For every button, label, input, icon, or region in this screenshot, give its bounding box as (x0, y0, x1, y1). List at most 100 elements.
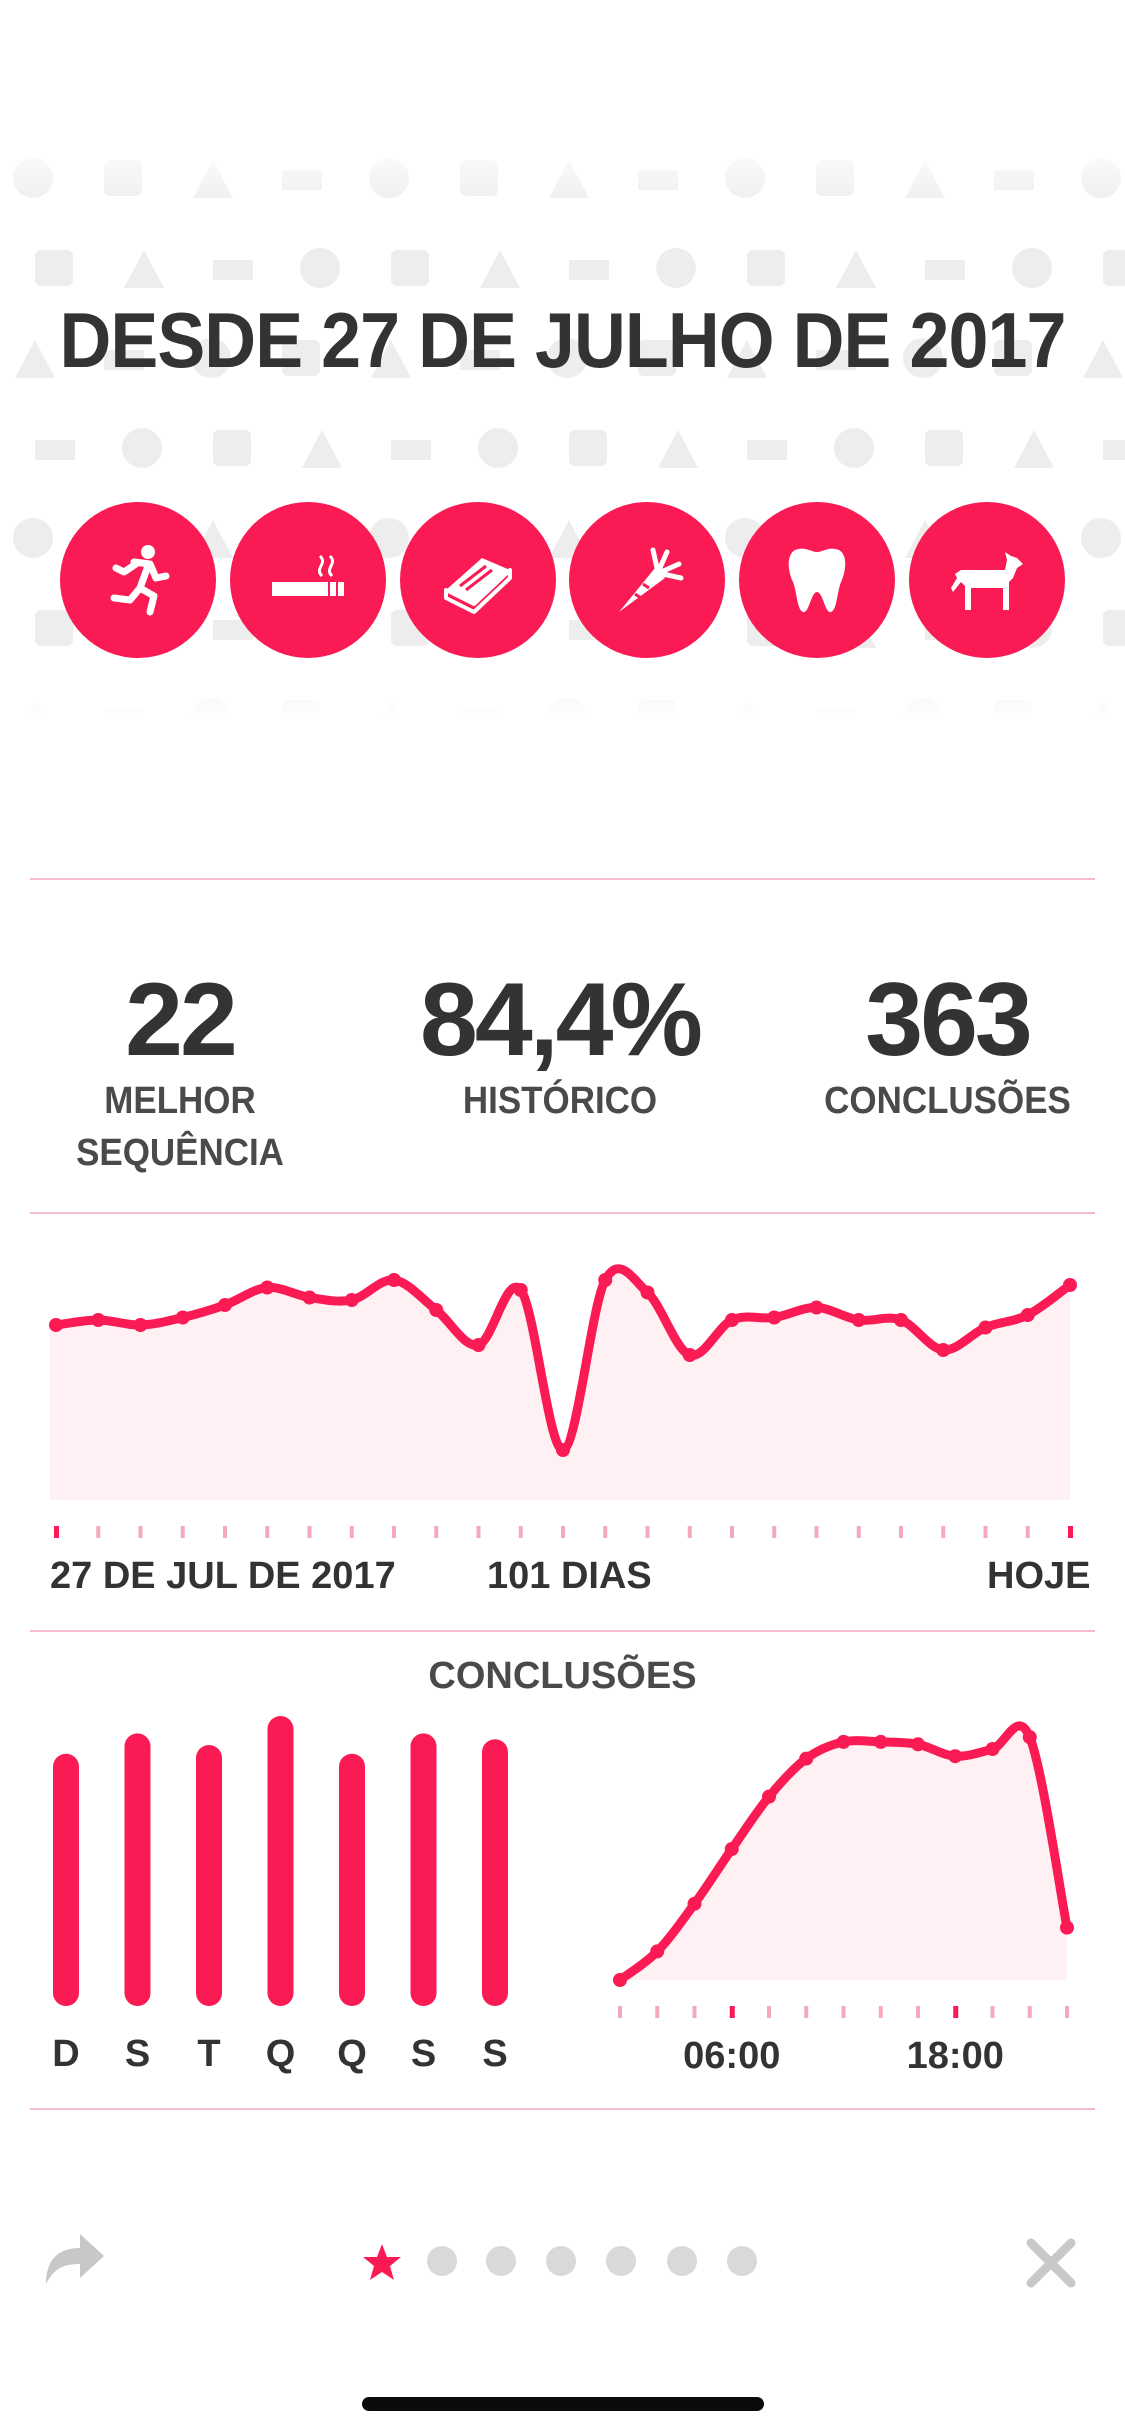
history-tick-4 (223, 1526, 227, 1538)
history-point-16 (725, 1313, 739, 1327)
history-point-23 (1020, 1308, 1035, 1322)
history-tick-13 (603, 1526, 608, 1538)
hour-point-9 (948, 1749, 963, 1764)
history-area (50, 1268, 1070, 1500)
hour-point-5 (799, 1751, 814, 1766)
history-point-11 (513, 1283, 528, 1297)
habit-running[interactable] (60, 502, 216, 658)
hour-point-4 (762, 1789, 776, 1804)
close-icon[interactable] (1025, 2237, 1077, 2289)
history-point-15 (682, 1348, 697, 1362)
weekday-bar-6 (482, 1739, 508, 2006)
history-point-8 (387, 1273, 401, 1287)
divider-stats (30, 1212, 1095, 1214)
history-label: HISTÓRICO (462, 1080, 658, 1122)
history-point-9 (429, 1303, 444, 1317)
completions-label: CONCLUSÕES (824, 1080, 1071, 1122)
stat-completions: 363 CONCLUSÕES (770, 965, 1125, 1127)
history-tick-0 (54, 1526, 59, 1538)
stats-row: 22 MELHOR SEQUÊNCIA 84,4% HISTÓRICO 363 … (30, 965, 1095, 1205)
habit-dog[interactable] (908, 502, 1065, 658)
history-point-5 (260, 1280, 275, 1295)
page-indicator-dot-1[interactable] (427, 2246, 457, 2276)
history-tick-23 (1025, 1526, 1030, 1538)
weekday-bar-5 (410, 1733, 437, 2006)
habit-no-smoking[interactable] (229, 502, 386, 658)
history-tick-12 (561, 1526, 565, 1538)
habit-list (60, 502, 1065, 660)
best-streak-value: 22 (125, 962, 238, 1078)
history-tick-11 (518, 1526, 523, 1538)
hour-point-2 (687, 1896, 702, 1911)
completions-value: 363 (865, 962, 1033, 1078)
hour-point-0 (613, 1973, 627, 1987)
history-point-21 (936, 1343, 951, 1357)
history-middle-label: 101 DIAS (487, 1555, 652, 1597)
page-indicator-star-icon[interactable] (362, 2242, 402, 2282)
weekday-label-2: T (197, 2033, 220, 2075)
history-tick-9 (434, 1526, 439, 1538)
weekday-bar-1 (124, 1733, 151, 2006)
weekday-bar-0 (53, 1753, 79, 2006)
hour-tick-0 (618, 2006, 622, 2018)
hour-point-10 (985, 1742, 1000, 1757)
history-point-20 (894, 1313, 908, 1327)
habit-teeth[interactable] (739, 502, 896, 658)
history-tick-7 (349, 1526, 354, 1538)
stat-best-streak: 22 MELHOR SEQUÊNCIA (30, 965, 330, 1179)
history-tick-5 (265, 1526, 270, 1538)
weekday-label-4: Q (337, 2033, 367, 2075)
page-indicator-dot-3[interactable] (546, 2246, 576, 2276)
history-point-3 (175, 1310, 190, 1325)
history-point-24 (1063, 1278, 1077, 1292)
hour-label-6: 06:00 (683, 2035, 780, 2077)
habit-vegetables[interactable] (569, 502, 726, 658)
history-point-19 (851, 1313, 866, 1327)
history-end-label: HOJE (987, 1555, 1091, 1597)
weekday-label-0: D (52, 2033, 79, 2075)
completions-section-title: CONCLUSÕES (428, 1655, 697, 1697)
history-point-14 (640, 1285, 655, 1300)
weekday-label-1: S (125, 2033, 150, 2075)
weekday-label-3: Q (266, 2033, 296, 2075)
history-tick-18 (814, 1526, 819, 1538)
divider-history (30, 1630, 1095, 1632)
habit-reading[interactable] (399, 502, 556, 658)
weekday-label-5: S (411, 2033, 436, 2075)
stat-history: 84,4% HISTÓRICO (410, 965, 710, 1127)
page-indicator-dot-2[interactable] (486, 2246, 516, 2276)
page-indicator-dot-4[interactable] (606, 2246, 636, 2276)
hour-point-1 (650, 1944, 665, 1959)
history-chart (49, 1264, 1077, 1538)
page-indicator-dot-5[interactable] (667, 2246, 697, 2276)
history-point-17 (767, 1310, 782, 1325)
history-tick-24 (1068, 1526, 1073, 1538)
hour-point-12 (1060, 1920, 1074, 1935)
history-tick-17 (772, 1526, 777, 1538)
history-tick-15 (687, 1526, 692, 1538)
hour-tick-24 (1065, 2006, 1069, 2018)
best-streak-label-line1: MELHOR (104, 1080, 256, 1122)
weekday-bar-3 (267, 1716, 294, 2006)
hour-tick-18 (953, 2006, 959, 2018)
weekday-bar-4 (339, 1753, 365, 2006)
history-point-13 (598, 1273, 613, 1287)
share-icon[interactable] (42, 2228, 108, 2288)
hour-tick-16 (916, 2006, 920, 2018)
hour-label-18: 18:00 (907, 2035, 1004, 2077)
hour-point-7 (873, 1734, 888, 1749)
history-start-label: 27 DE JUL DE 2017 (50, 1555, 396, 1597)
home-indicator (362, 2397, 764, 2411)
hour-tick-2 (655, 2006, 660, 2018)
history-tick-1 (96, 1526, 101, 1538)
history-point-6 (302, 1290, 317, 1305)
hour-tick-8 (767, 2006, 771, 2018)
best-streak-label-line2: SEQUÊNCIA (76, 1132, 284, 1174)
history-point-4 (218, 1298, 232, 1312)
history-point-10 (471, 1338, 486, 1352)
history-point-1 (91, 1313, 106, 1327)
hour-area (620, 1725, 1067, 1980)
dog-icon (950, 552, 1023, 610)
page-indicator-dot-6[interactable] (727, 2246, 757, 2276)
